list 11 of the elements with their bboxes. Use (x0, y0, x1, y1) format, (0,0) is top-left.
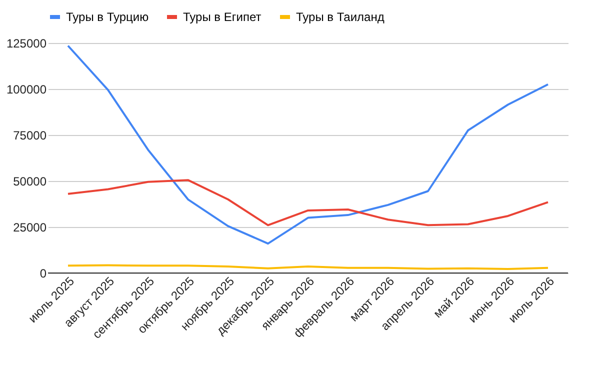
legend-label: Туры в Египет (183, 10, 262, 24)
y-tick-label: 50000 (13, 174, 47, 188)
line-series (67, 179, 549, 226)
legend-label: Туры в Таиланд (296, 10, 384, 24)
y-tick-label: 0 (40, 266, 47, 280)
line-series (67, 44, 549, 245)
legend-label: Туры в Турцию (66, 10, 149, 24)
y-tick-label: 100000 (6, 82, 47, 96)
y-tick-label: 75000 (13, 128, 47, 142)
y-tick-label: 125000 (6, 36, 47, 50)
y-tick-label: 25000 (13, 220, 47, 234)
